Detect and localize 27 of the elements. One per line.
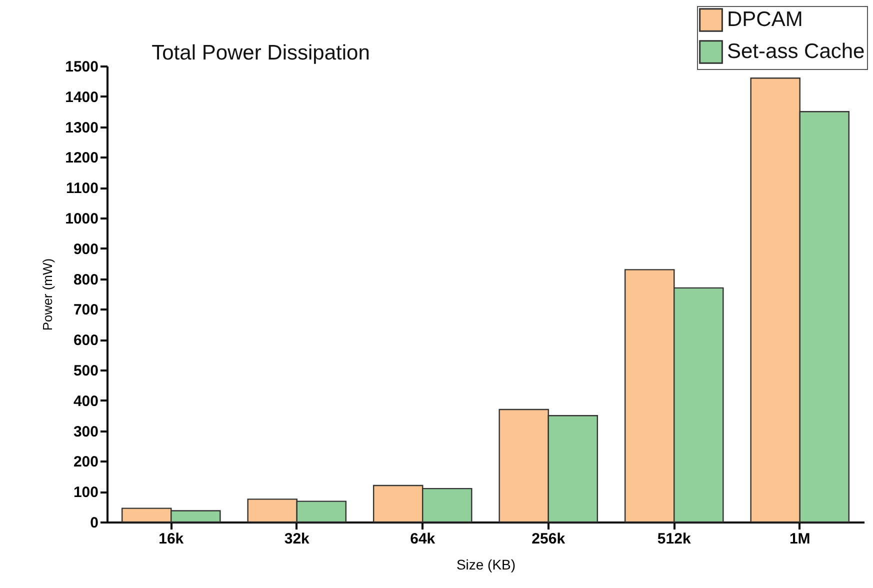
y-tick-label: 1200 (65, 150, 98, 167)
legend-label: Set-ass Cache (727, 40, 865, 63)
y-tick-label: 1500 (65, 58, 98, 76)
y-tick-label: 200 (73, 454, 98, 471)
y-tick-label: 100 (73, 484, 98, 502)
x-tick-label: 1M (789, 530, 810, 548)
y-tick-label: 0 (90, 514, 98, 532)
x-tick-label: 16k (158, 530, 184, 548)
y-tick-label: 1300 (65, 119, 98, 136)
y-tick-label: 1400 (65, 88, 98, 106)
y-tick-label: 600 (73, 332, 98, 350)
y-tick-label: 800 (73, 271, 98, 288)
x-tick-label: 256k (532, 530, 566, 548)
y-tick-label: 500 (73, 362, 98, 380)
y-tick-label: 300 (73, 423, 98, 440)
x-tick-label: 512k (657, 530, 692, 548)
y-tick-label: 1100 (66, 180, 98, 198)
x-tick-label: 32k (284, 530, 310, 548)
y-tick-label: 400 (73, 392, 98, 410)
y-tick-label: 700 (73, 302, 98, 319)
y-axis-title: Power (mW) (40, 258, 56, 331)
legend-label: DPCAM (727, 8, 803, 31)
x-axis-title: Size (KB) (456, 556, 516, 572)
y-tick-label: 1000 (65, 210, 98, 228)
x-tick-label: 64k (410, 530, 436, 548)
y-tick-label: 900 (73, 240, 98, 258)
chart-title: Total Power Dissipation (152, 42, 370, 64)
